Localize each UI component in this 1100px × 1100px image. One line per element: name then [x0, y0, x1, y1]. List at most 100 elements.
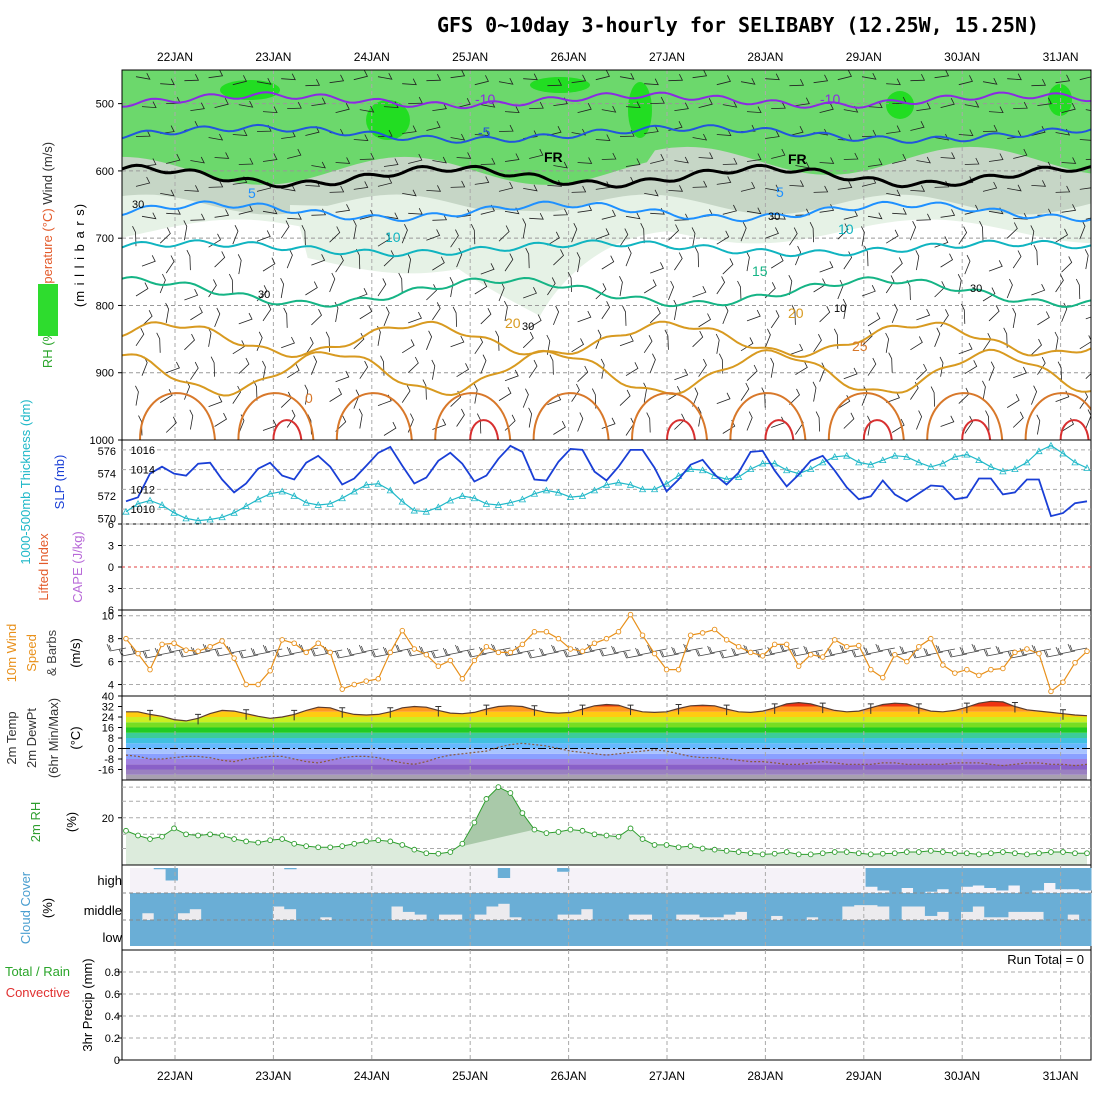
wind-barb — [383, 306, 390, 327]
rh2m-point — [267, 837, 274, 844]
wind-barb — [422, 379, 427, 400]
temp2m-axis-label: 2m Temp — [4, 711, 19, 764]
minmax-marker — [195, 713, 202, 725]
dewpt2m-line — [125, 742, 1088, 767]
wind10m-barb — [599, 648, 619, 657]
cloud-bar-low — [889, 920, 902, 946]
cloud-bar-middle — [367, 893, 380, 920]
cloud-bar-middle — [924, 893, 938, 916]
wind-barb — [305, 337, 314, 356]
thickness-point — [746, 465, 755, 473]
wind-barb — [910, 336, 923, 351]
wind-barb — [301, 225, 306, 246]
wind10m-barb — [142, 650, 163, 659]
wind-barb — [232, 225, 239, 245]
wind-barb — [525, 247, 530, 269]
wind-barb — [407, 253, 412, 274]
rh2m-point — [231, 836, 237, 842]
wind-barb — [625, 101, 641, 109]
wind-barb — [377, 278, 387, 297]
wind-barb — [474, 176, 490, 185]
wind-barb — [571, 128, 587, 136]
wind-barb — [888, 352, 893, 373]
wind10m-barb — [563, 649, 583, 658]
cloud-bar-low — [545, 920, 558, 946]
wind-barb — [770, 254, 784, 269]
wind-barb — [190, 156, 205, 164]
wind-barb — [815, 411, 820, 432]
wind-barb — [619, 73, 635, 80]
wind10m-point — [303, 649, 309, 656]
wind-barb — [353, 134, 369, 141]
wind-barb — [722, 304, 729, 325]
wind10m-point — [615, 629, 622, 635]
wind-barb — [915, 250, 920, 271]
minmax-marker — [963, 702, 970, 714]
wind-barb — [135, 282, 149, 297]
wind-barb — [450, 180, 466, 188]
minmax-marker — [339, 707, 346, 718]
cloud-bar-low — [367, 920, 380, 946]
rh2m-peak-area — [462, 787, 535, 847]
wind10m-point — [1036, 650, 1042, 657]
wind10m-point — [435, 663, 442, 669]
thickness-point — [134, 500, 142, 507]
cloud-bar-middle — [640, 893, 653, 915]
rh2m-point — [387, 838, 394, 845]
cloud-bar-low — [521, 920, 534, 946]
wind-barb — [280, 220, 290, 239]
day-label-top: 30JAN — [944, 50, 980, 64]
wind10m-barb — [635, 647, 655, 656]
isotherm-label: 0 — [305, 390, 313, 406]
wind-barb — [698, 313, 712, 328]
cloud-bar-middle — [996, 893, 1009, 918]
wind-barb — [650, 262, 664, 274]
wind-barb — [691, 227, 696, 248]
wind-barb — [958, 226, 968, 245]
y-tick-label: 3 — [108, 541, 114, 553]
thickness-point — [542, 486, 551, 494]
cloud-bar-middle — [687, 893, 700, 915]
cloud-bar-low — [936, 920, 950, 946]
cloud-bar-high — [165, 868, 178, 881]
wind-barb — [504, 300, 508, 321]
cloud-bar-low — [972, 920, 985, 946]
wind-barb — [746, 207, 762, 215]
wind-barb — [982, 78, 998, 85]
thickness-tick-label: 574 — [98, 469, 116, 481]
rh-legend-swatch — [38, 284, 58, 336]
cloud-bar-low — [201, 920, 214, 946]
instability-panel: 6 3 0 3 6 Lifted Index CAPE (J/kg) — [36, 519, 1092, 617]
wind-barb — [238, 357, 250, 374]
wind-barb — [523, 287, 537, 299]
cloud-bar-middle — [462, 893, 475, 920]
wind-barb — [498, 181, 514, 192]
wind-barb — [601, 255, 615, 270]
wind-barb — [819, 157, 835, 164]
thickness-point — [1059, 449, 1067, 457]
cloud-bar-low — [604, 920, 617, 946]
wind10m-point — [807, 651, 814, 658]
wind-barb — [940, 98, 955, 108]
wind-barb — [1085, 109, 1091, 111]
wind-barb — [335, 204, 351, 213]
wind-barb — [988, 260, 1003, 272]
wind-barb — [964, 415, 974, 434]
day-label-top: 24JAN — [354, 50, 390, 64]
cloud-bar-low — [355, 920, 368, 946]
wind-barb — [474, 280, 488, 295]
y-tick-label: 0.8 — [105, 967, 120, 979]
wind10m-barb — [358, 644, 379, 653]
wind-barb — [789, 343, 804, 356]
wind-barb — [1013, 366, 1027, 379]
wind-barb — [910, 121, 925, 131]
rh2m-point — [759, 851, 766, 858]
wind-barb — [383, 421, 397, 436]
cloud-bar-middle — [604, 893, 617, 920]
wind10m-point — [159, 641, 165, 648]
cloud-bar-low — [806, 920, 819, 946]
wind10m-point — [195, 648, 201, 655]
wind-barb — [867, 312, 881, 327]
